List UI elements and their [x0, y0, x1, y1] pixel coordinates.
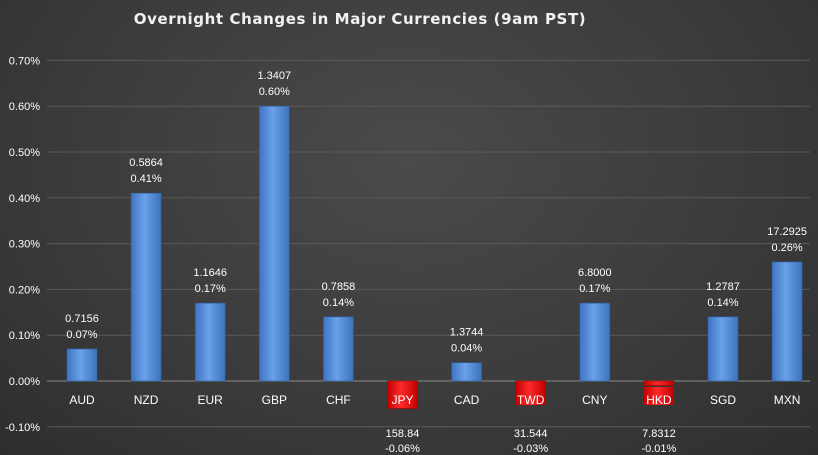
rate-label: 0.5864: [129, 157, 163, 169]
x-tick-label: AUD: [69, 393, 95, 407]
bar: [643, 380, 675, 386]
data-label: 0.04%: [451, 343, 482, 355]
rate-label: 158.84: [386, 428, 420, 440]
bar-layer: [66, 105, 803, 409]
data-label: 0.07%: [66, 329, 97, 341]
rate-label: 6.8000: [578, 267, 612, 279]
bar: [771, 261, 803, 382]
rate-label: 17.2925: [767, 226, 807, 238]
x-tick-label: MXN: [774, 393, 801, 407]
x-tick-label: GBP: [262, 393, 287, 407]
data-label: 0.14%: [707, 297, 738, 309]
bar: [194, 302, 226, 382]
rate-label: 31.544: [514, 428, 548, 440]
negative-category-highlight: [387, 387, 418, 405]
x-tick-label: JPY: [391, 393, 413, 407]
y-tick-label: 0.70%: [9, 55, 40, 67]
data-label: 0.17%: [579, 283, 610, 295]
rate-label: 1.1646: [193, 267, 227, 279]
y-tick-label: 0.20%: [9, 284, 40, 296]
y-tick-label: 0.40%: [9, 193, 40, 205]
y-tick-label: 0.60%: [9, 101, 40, 113]
label-layer: -0.10% 0.00% 0.10% 0.20% 0.30% 0.40% 0.50% 0.60…: [5, 55, 807, 455]
rate-label: 1.2787: [706, 281, 740, 293]
x-tick-label: EUR: [198, 393, 224, 407]
data-label: 0.17%: [195, 283, 226, 295]
grid-layer: [47, 59, 810, 428]
data-label: -0.01%: [641, 443, 676, 455]
y-tick-label: 0.00%: [9, 376, 40, 388]
bar: [579, 302, 611, 382]
data-label: 0.41%: [130, 173, 161, 185]
data-label: -0.06%: [385, 443, 420, 455]
negative-category-highlight: [515, 387, 546, 405]
negative-category-highlight: [643, 387, 674, 405]
data-label: 0.14%: [323, 297, 354, 309]
y-tick-label: 0.30%: [9, 239, 40, 251]
bar: [451, 362, 482, 382]
rate-label: 0.7156: [65, 313, 99, 325]
rate-label: 1.3744: [450, 327, 484, 339]
rate-label: 1.3407: [257, 70, 291, 82]
bar: [323, 316, 354, 382]
y-tick-label: -0.10%: [5, 422, 40, 434]
x-tick-label: TWD: [517, 393, 545, 407]
rate-label: 0.7858: [322, 281, 356, 293]
bar: [258, 105, 290, 382]
data-label: 0.26%: [771, 242, 802, 254]
x-tick-label: CNY: [582, 393, 607, 407]
bar: [707, 316, 739, 382]
x-tick-label: CAD: [454, 393, 480, 407]
rate-label: 7.8312: [642, 428, 676, 440]
x-tick-label: SGD: [710, 393, 736, 407]
y-tick-label: 0.50%: [9, 147, 40, 159]
x-tick-label: HKD: [646, 393, 672, 407]
bar: [66, 348, 98, 382]
bar: [130, 192, 162, 382]
x-tick-label: CHF: [326, 393, 351, 407]
x-tick-label: NZD: [134, 393, 159, 407]
chart-title: Overnight Changes in Major Currencies (9…: [133, 10, 587, 28]
data-label: -0.03%: [513, 443, 548, 455]
data-label: 0.60%: [259, 86, 290, 98]
y-tick-label: 0.10%: [9, 330, 40, 342]
